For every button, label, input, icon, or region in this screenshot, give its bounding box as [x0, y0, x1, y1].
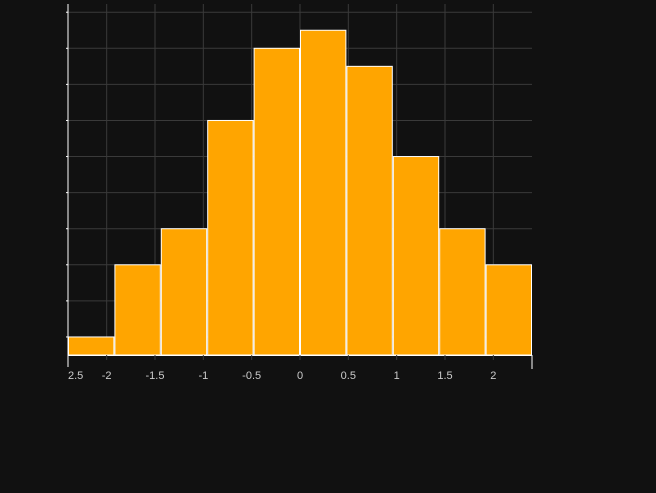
- histogram-bar: [439, 228, 486, 356]
- histogram-bar: [68, 336, 115, 356]
- axis-layer: [66, 4, 533, 369]
- x-tick-label: 2: [490, 370, 496, 382]
- x-tick-label: 2.5: [68, 370, 83, 382]
- histogram-bar: [346, 65, 393, 356]
- x-tick-label: -1.5: [146, 370, 165, 382]
- histogram-bar: [160, 228, 208, 356]
- histogram-bar: [392, 156, 440, 356]
- x-tick-label: -1: [198, 370, 208, 382]
- histogram-bar: [300, 29, 347, 356]
- x-tick-label: -0.5: [242, 370, 261, 382]
- histogram-bar: [253, 47, 301, 356]
- bars-layer: [68, 29, 533, 356]
- histogram-bar: [207, 119, 254, 356]
- histogram-bar: [485, 264, 533, 356]
- x-tick-label: 0: [297, 370, 303, 382]
- tick-labels-layer: 2.5 -2 -1.5 -1 -0.5 0 0.5 1 1.5 2: [68, 370, 496, 382]
- x-tick-label: -2: [102, 370, 112, 382]
- x-tick-label: 1: [394, 370, 400, 382]
- x-tick-label: 0.5: [341, 370, 356, 382]
- histogram-bar: [114, 264, 161, 356]
- x-tick-label: 1.5: [437, 370, 452, 382]
